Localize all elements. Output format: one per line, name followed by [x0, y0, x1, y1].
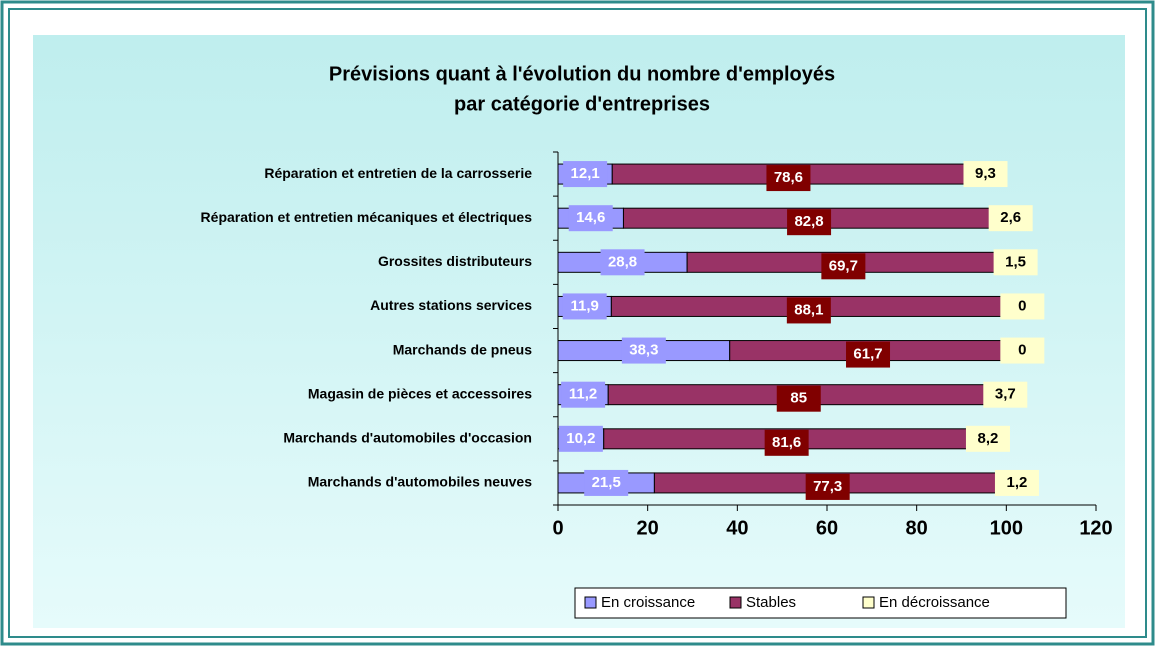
x-tick-label: 0 [552, 517, 563, 539]
x-tick-label: 40 [726, 517, 748, 539]
value-label-box [766, 165, 811, 192]
value-label-box [568, 205, 613, 232]
value-label: 12,1 [571, 165, 600, 182]
x-tick-label: 80 [906, 517, 928, 539]
value-label: 1,5 [1005, 253, 1026, 270]
value-label-box [1000, 337, 1045, 364]
value-label: 14,6 [576, 209, 605, 226]
legend-swatch [729, 596, 742, 609]
value-label: 61,7 [853, 346, 882, 363]
value-label: 10,2 [566, 430, 595, 447]
legend-swatch [584, 596, 597, 609]
value-label-box [988, 205, 1033, 232]
value-label: 8,2 [978, 430, 999, 447]
category-label: Réparation et entretien mécaniques et él… [201, 209, 533, 225]
category-label: Marchands d'automobiles d'occasion [283, 430, 532, 446]
value-label-box [764, 429, 809, 456]
value-label-box [563, 161, 608, 188]
plot-panel [33, 35, 1125, 628]
legend-label: Stables [746, 594, 796, 611]
value-label: 3,7 [995, 386, 1016, 403]
value-label-box [561, 381, 606, 408]
value-label: 11,9 [570, 297, 598, 314]
value-label: 2,6 [1000, 209, 1021, 226]
x-tick-label: 120 [1079, 517, 1112, 539]
legend-box [574, 587, 1067, 619]
x-tick-label: 60 [816, 517, 838, 539]
category-label: Marchands de pneus [393, 341, 532, 357]
value-label: 81,6 [772, 434, 801, 451]
value-label-box [821, 253, 866, 280]
value-label-box [805, 473, 850, 500]
inner-border [8, 8, 1147, 638]
value-label-box [994, 469, 1039, 496]
value-label: 9,3 [975, 165, 996, 182]
chart-subtitle: par catégorie d'entreprises [454, 93, 710, 115]
value-label-box [1000, 293, 1045, 320]
value-label-box [787, 209, 832, 236]
value-label-box [558, 425, 603, 452]
category-label: Réparation et entretien de la carrosseri… [264, 165, 532, 181]
category-label: Marchands d'automobiles neuves [308, 474, 532, 490]
value-label-box [562, 293, 607, 320]
value-label: 77,3 [813, 478, 842, 495]
value-label: 69,7 [829, 257, 858, 274]
value-label: 82,8 [794, 213, 823, 230]
legend-label: En décroissance [879, 594, 990, 611]
x-tick-label: 20 [637, 517, 659, 539]
value-label: 0 [1018, 342, 1026, 359]
x-tick-label: 100 [990, 517, 1023, 539]
value-label-box [965, 425, 1010, 452]
value-label: 11,2 [569, 386, 597, 403]
category-label: Magasin de pièces et accessoires [308, 385, 532, 401]
value-label-box [993, 249, 1038, 276]
category-label: Autres stations services [370, 297, 532, 313]
value-label: 1,2 [1007, 474, 1028, 491]
value-label-box [786, 297, 831, 324]
value-label-box [584, 469, 629, 496]
value-label: 38,3 [629, 342, 658, 359]
category-label: Grossites distributeurs [378, 253, 532, 269]
value-label: 85 [790, 390, 807, 407]
value-label: 21,5 [592, 474, 621, 491]
chart-title: Prévisions quant à l'évolution du nombre… [329, 63, 835, 85]
legend-label: En croissance [601, 594, 695, 611]
value-label-box [963, 161, 1008, 188]
value-label: 0 [1018, 297, 1026, 314]
value-label-box [600, 249, 645, 276]
value-label: 28,8 [608, 253, 637, 270]
value-label-box [621, 337, 666, 364]
value-label: 78,6 [774, 169, 803, 186]
legend-swatch [862, 596, 875, 609]
value-label-box [983, 381, 1028, 408]
value-label: 88,1 [794, 301, 823, 318]
value-label-box [846, 341, 891, 368]
value-label-box [776, 385, 821, 412]
